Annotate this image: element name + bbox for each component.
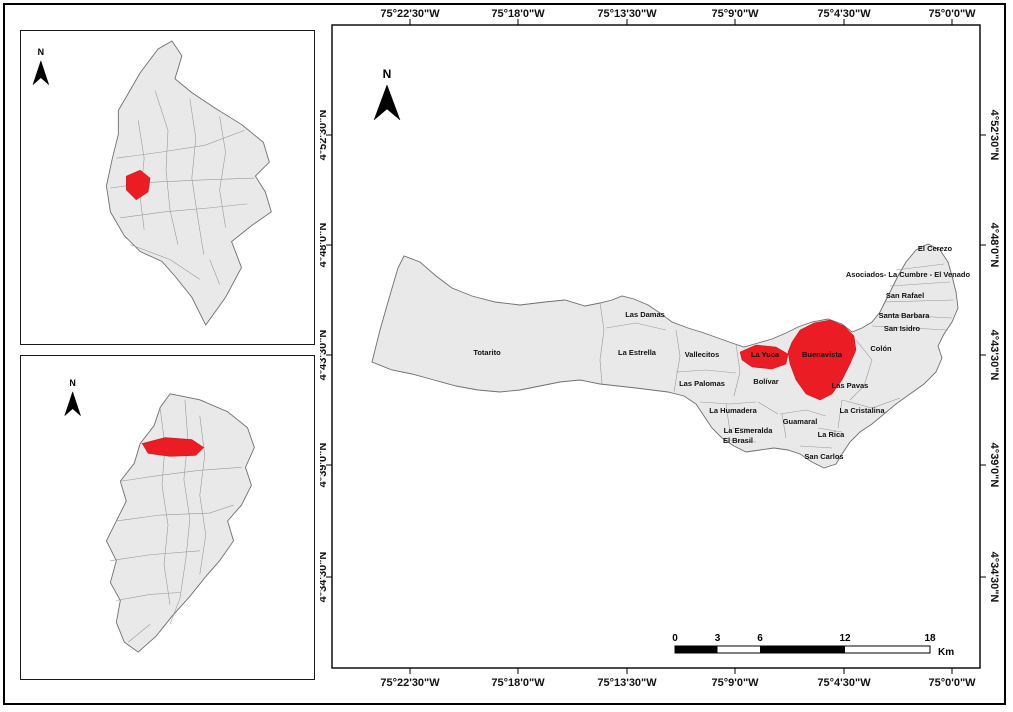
main-map: N 75°22'30"W 75°18'0"W 75°13'30"W 75°9'0"W 7… [320, 0, 1013, 712]
scale-bar-segment [845, 646, 930, 653]
highlighted-department [126, 169, 151, 201]
y-axis-label-left: 4°48'0"N [320, 223, 329, 268]
x-axis-label-top: 75°9'0"W [711, 8, 759, 20]
scale-bar-segment [760, 646, 845, 653]
scale-bar-segment [675, 646, 718, 653]
vereda-label: El Cerezo [918, 244, 953, 253]
x-axis-labels-bottom: 75°22'30"W 75°18'0"W 75°13'30"W 75°9'0"W 75°… [380, 677, 976, 689]
vereda-label: La Estrella [618, 348, 657, 357]
vereda-label: San Isidro [884, 324, 921, 333]
vereda-label: Santa Barbara [879, 311, 931, 320]
scale-bar-tick-label: 12 [839, 633, 851, 644]
department-inset-svg: N [64, 378, 255, 653]
scale-bar-segment [717, 646, 760, 653]
x-axis-label-top: 75°22'30"W [380, 8, 440, 20]
vereda-label: Totarito [473, 348, 501, 357]
y-axis-label-right: 4°43'30"N [988, 330, 1000, 381]
department-north-label: N [69, 378, 75, 388]
y-axis-label-left: 4°39'0"N [320, 443, 329, 488]
y-axis-label-left: 4°34'30"N [320, 552, 329, 603]
x-axis-label-top: 75°13'30"W [597, 8, 657, 20]
colombia-inset: N [20, 30, 315, 345]
main-map-frame [331, 24, 981, 669]
y-axis-label-right: 4°48'0"N [988, 223, 1000, 268]
vereda-la-yuca-shape [739, 344, 789, 370]
colombia-north-arrow-icon [32, 60, 50, 86]
y-axis-label-right: 4°39'0"N [988, 443, 1000, 488]
x-axis-label-top: 75°4'30"W [817, 8, 871, 20]
main-north-arrow-icon [373, 84, 401, 121]
x-axis-label-bottom: 75°22'30"W [380, 677, 440, 689]
x-axis-label-bottom: 75°4'30"W [817, 677, 871, 689]
y-axis-label-right: 4°34'30"N [988, 552, 1000, 603]
colombia-north-label: N [38, 47, 44, 57]
vereda-label: Asociados- La Cumbre - El Venado [846, 270, 971, 279]
y-axis-labels-left: 4°52'30"N 4°48'0"N 4°43'30"N 4°39'0"N 4°34'3… [320, 110, 329, 603]
vereda-label: Buenavista [802, 350, 843, 359]
vereda-label: San Rafael [886, 291, 924, 300]
vereda-label: El Brasil [723, 436, 753, 445]
y-axis-labels-right: 4°52'30"N 4°48'0"N 4°43'30"N 4°39'0"N 4°34'3… [988, 110, 1000, 603]
figure-border [3, 3, 1006, 705]
x-axis-label-bottom: 75°0'0"W [928, 677, 976, 689]
municipality-outline [371, 243, 959, 469]
x-axis-label-top: 75°18'0"W [491, 8, 545, 20]
x-axis-label-bottom: 75°13'30"W [597, 677, 657, 689]
vereda-labels: El Cerezo Asociados- La Cumbre - El Venad… [473, 244, 970, 461]
vereda-label: Vallecitos [685, 350, 720, 359]
x-axis-label-top: 75°0'0"W [928, 8, 976, 20]
scale-bar-tick-label: 3 [715, 633, 721, 644]
y-axis-label-left: 4°52'30"N [320, 110, 329, 161]
x-axis-label-bottom: 75°9'0"W [711, 677, 759, 689]
vereda-label: La Humadera [709, 406, 757, 415]
scale-bar-outline [674, 645, 931, 654]
vereda-borders [599, 263, 955, 449]
vereda-label: La Esmeralda [724, 426, 774, 435]
scale-bar-tick-label: 0 [672, 633, 678, 644]
main-north-label: N [383, 67, 392, 81]
vereda-label: Las Palomas [679, 379, 725, 388]
colombia-inset-svg: N [32, 40, 272, 326]
scale-bar-tick-label: 18 [924, 633, 936, 644]
department-north-arrow-icon [64, 391, 82, 417]
colombia-outline [105, 40, 272, 326]
main-map-svg: N 75°22'30"W 75°18'0"W 75°13'30"W 75°9'0"W 7… [320, 8, 1000, 689]
department-inset: N [20, 355, 315, 680]
scale-bar-unit: Km [938, 647, 954, 658]
department-outline [105, 393, 255, 653]
vereda-label: Bolívar [753, 377, 779, 386]
y-axis-label-left: 4°43'30"N [320, 330, 329, 381]
x-axis-label-bottom: 75°18'0"W [491, 677, 545, 689]
vereda-label: San Carlos [804, 452, 843, 461]
graticule-ticks [326, 19, 986, 674]
scale-bar-tick-label: 6 [757, 633, 763, 644]
vereda-label: La Rica [818, 430, 846, 439]
x-axis-labels-top: 75°22'30"W 75°18'0"W 75°13'30"W 75°9'0"W 75°… [380, 8, 976, 20]
vereda-label: La Cristalina [839, 406, 885, 415]
y-axis-label-right: 4°52'30"N [988, 110, 1000, 161]
vereda-label: Guamaral [783, 417, 818, 426]
vereda-label: La Yuca [751, 350, 780, 359]
vereda-buenavista-shape [787, 319, 857, 401]
highlighted-municipality [141, 437, 205, 457]
vereda-label: Colón [870, 344, 892, 353]
vereda-label: Las Pavas [832, 381, 869, 390]
vereda-label: Las Damas [625, 310, 665, 319]
